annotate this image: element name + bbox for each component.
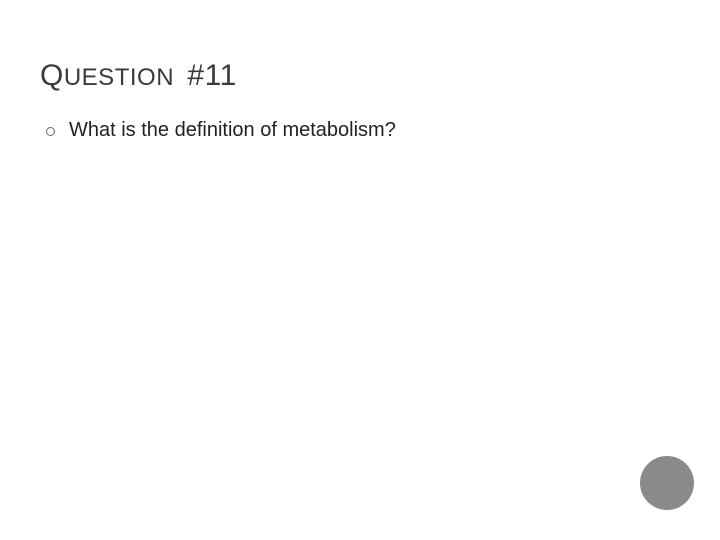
decor-circle <box>640 456 694 510</box>
title-rest: UESTION <box>64 64 174 91</box>
list-item: What is the definition of metabolism? <box>46 119 680 142</box>
bullet-icon <box>46 127 55 136</box>
title-cap: Q <box>40 59 64 92</box>
slide: QUESTION #11 What is the definition of m… <box>0 0 720 540</box>
bullet-text: What is the definition of metabolism? <box>69 119 396 142</box>
slide-title: QUESTION #11 <box>40 56 680 93</box>
slide-body: What is the definition of metabolism? <box>40 119 680 142</box>
title-number: #11 <box>187 59 236 92</box>
